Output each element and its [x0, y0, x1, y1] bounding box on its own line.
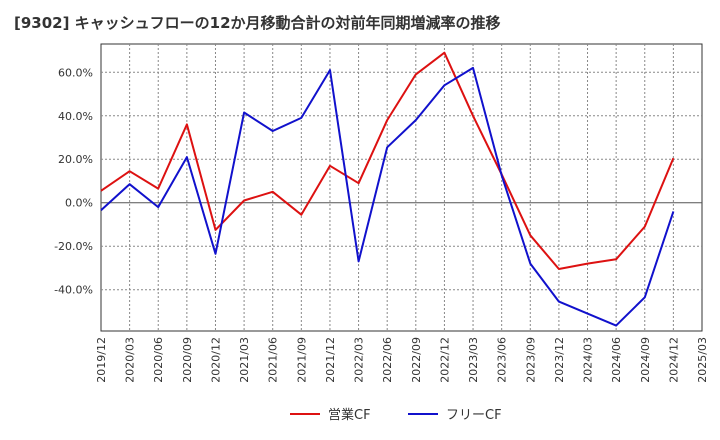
x-tick-label: 2023/06	[496, 337, 509, 383]
y-tick-label: 0.0%	[65, 197, 93, 210]
x-tick-label: 2024/09	[639, 337, 652, 383]
plot-background	[100, 43, 703, 332]
series-line-operating-cf	[100, 51, 675, 270]
x-axis-labels: 2019/12 2020/03 2020/06 2020/09 2020/12 2021/…	[95, 337, 709, 383]
x-tick-label: 2019/12	[95, 337, 108, 383]
legend: 営業CF フリーCF	[290, 407, 502, 423]
x-tick-label: 2023/12	[553, 337, 566, 383]
x-tick-label: 2020/12	[209, 337, 222, 383]
x-tick-label: 2021/12	[324, 337, 337, 383]
x-tick-label: 2020/03	[124, 337, 137, 383]
x-tick-label: 2022/06	[381, 337, 394, 383]
legend-label: フリーCF	[446, 408, 502, 423]
x-tick-label: 2023/03	[467, 337, 480, 383]
y-tick-label: 20.0%	[58, 153, 93, 166]
y-axis-labels: 60.0% 40.0% 20.0% 0.0% -20.0% -40.0%	[54, 66, 93, 296]
x-tick-label: 2024/03	[582, 337, 595, 383]
x-tick-label: 2020/09	[181, 337, 194, 383]
x-tick-label: 2025/03	[696, 337, 709, 383]
y-tick-label: 40.0%	[58, 110, 93, 123]
x-tick-label: 2021/03	[238, 337, 251, 383]
x-tick-label: 2022/03	[353, 337, 366, 383]
x-tick-label: 2023/09	[524, 337, 537, 383]
x-tick-label: 2021/06	[267, 337, 280, 383]
x-tick-label: 2024/06	[610, 337, 623, 383]
plot-frame	[100, 43, 703, 332]
legend-label: 営業CF	[328, 407, 371, 423]
x-tick-label: 2020/06	[152, 337, 165, 383]
x-tick-label: 2022/12	[438, 337, 451, 383]
y-tick-label: -20.0%	[54, 240, 93, 253]
y-tick-label: 60.0%	[58, 66, 93, 79]
chart-title: [9302] キャッシュフローの12か月移動合計の対前年同期増減率の推移	[14, 14, 501, 32]
series-lines	[100, 51, 675, 327]
grid-lines	[101, 44, 702, 331]
y-tick-label: -40.0%	[54, 284, 93, 297]
series-line-free-cf	[100, 66, 675, 327]
x-tick-label: 2022/09	[410, 337, 423, 383]
x-tick-label: 2024/12	[667, 337, 680, 383]
x-tick-label: 2021/09	[295, 337, 308, 383]
